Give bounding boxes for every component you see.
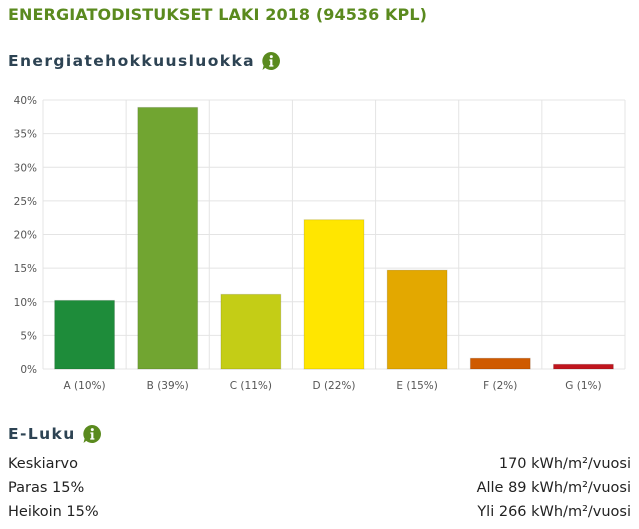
bar bbox=[220, 293, 282, 370]
y-tick-label: 30% bbox=[14, 162, 37, 174]
stat-value: Alle 89 kWh/m²/vuosi bbox=[476, 480, 631, 496]
bar bbox=[386, 269, 448, 370]
bar bbox=[137, 106, 199, 370]
e-luku-heading: E-Luku bbox=[8, 424, 102, 444]
x-tick-label: A (10%) bbox=[64, 380, 106, 392]
x-tick-label: E (15%) bbox=[396, 380, 438, 392]
stat-value: Yli 266 kWh/m²/vuosi bbox=[477, 504, 631, 520]
energy-class-chart: 0% 5% 10% 15% 20% 25% 30% 35% 40% A (10%) B (39%) C… bbox=[14, 95, 626, 392]
x-tick-label: C (11%) bbox=[230, 380, 272, 392]
stat-label: Keskiarvo bbox=[8, 456, 78, 472]
x-tick-label: B (39%) bbox=[147, 380, 189, 392]
bar bbox=[54, 299, 116, 370]
stat-row: Keskiarvo 170 kWh/m²/vuosi bbox=[8, 456, 631, 480]
energy-class-heading: Energiatehokkuusluokka bbox=[8, 51, 281, 71]
page-title: ENERGIATODISTUKSET LAKI 2018 (94536 KPL) bbox=[8, 5, 428, 24]
x-tick-label: F (2%) bbox=[483, 380, 517, 392]
e-luku-stats: Keskiarvo 170 kWh/m²/vuosi Paras 15% All… bbox=[8, 456, 631, 528]
y-tick-label: 35% bbox=[14, 129, 37, 141]
stat-row: Paras 15% Alle 89 kWh/m²/vuosi bbox=[8, 480, 631, 504]
bar bbox=[303, 219, 365, 370]
energy-class-title: Energiatehokkuusluokka bbox=[8, 52, 256, 70]
info-icon-graphic bbox=[262, 52, 281, 70]
y-tick-label: 5% bbox=[20, 330, 37, 342]
x-tick-label: D (22%) bbox=[313, 380, 356, 392]
info-icon[interactable] bbox=[82, 424, 102, 444]
info-icon[interactable] bbox=[261, 51, 281, 71]
y-tick-label: 40% bbox=[14, 95, 37, 107]
y-tick-label: 10% bbox=[14, 297, 37, 309]
e-luku-title: E-Luku bbox=[8, 425, 76, 443]
y-tick-label: 25% bbox=[14, 196, 37, 208]
y-tick-label: 20% bbox=[14, 230, 37, 242]
x-tick-label: G (1%) bbox=[565, 380, 601, 392]
y-tick-label: 15% bbox=[14, 263, 37, 275]
bar bbox=[469, 357, 531, 370]
bar bbox=[552, 363, 614, 370]
y-tick-label: 0% bbox=[20, 364, 37, 376]
info-icon-graphic bbox=[83, 425, 101, 443]
stat-row: Heikoin 15% Yli 266 kWh/m²/vuosi bbox=[8, 504, 631, 528]
stat-value: 170 kWh/m²/vuosi bbox=[498, 456, 631, 472]
stat-label: Heikoin 15% bbox=[8, 504, 99, 520]
stat-label: Paras 15% bbox=[8, 480, 85, 496]
